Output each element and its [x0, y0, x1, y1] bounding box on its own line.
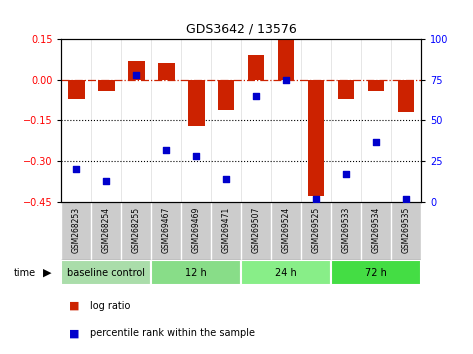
Point	[342, 171, 350, 177]
Text: 24 h: 24 h	[275, 268, 297, 278]
Bar	[218, 80, 235, 109]
Text: GSM269471: GSM269471	[222, 206, 231, 253]
Point	[253, 93, 260, 99]
Text: GSM268253: GSM268253	[72, 206, 81, 252]
Bar	[188, 80, 204, 126]
Point	[132, 72, 140, 78]
Bar	[151, 260, 241, 285]
Text: time: time	[14, 268, 36, 278]
Point	[193, 153, 200, 159]
Point	[372, 139, 380, 144]
Text: GSM269535: GSM269535	[402, 206, 411, 253]
Point	[312, 196, 320, 201]
Bar	[398, 80, 414, 112]
Bar	[98, 80, 114, 91]
Text: GSM268254: GSM268254	[102, 206, 111, 252]
Bar	[308, 80, 324, 196]
Point	[222, 176, 230, 182]
Point	[282, 77, 290, 82]
Text: GSM269524: GSM269524	[281, 206, 291, 253]
Text: log ratio: log ratio	[90, 301, 131, 311]
Point	[73, 166, 80, 172]
Text: GSM269467: GSM269467	[162, 206, 171, 253]
Text: GSM268255: GSM268255	[132, 206, 141, 252]
Text: GSM269534: GSM269534	[371, 206, 381, 253]
Text: ▶: ▶	[43, 268, 51, 278]
Text: GSM269469: GSM269469	[192, 206, 201, 253]
Bar	[368, 80, 384, 91]
Bar	[61, 260, 151, 285]
Bar	[278, 39, 294, 80]
Bar	[128, 61, 145, 80]
Text: ■: ■	[69, 328, 79, 338]
Text: GSM269533: GSM269533	[342, 206, 350, 253]
Text: GSM269507: GSM269507	[252, 206, 261, 253]
Bar	[338, 80, 354, 99]
Text: baseline control: baseline control	[68, 268, 145, 278]
Bar	[158, 63, 175, 80]
Point	[163, 147, 170, 153]
Bar	[331, 260, 421, 285]
Text: ■: ■	[69, 301, 79, 311]
Text: percentile rank within the sample: percentile rank within the sample	[90, 328, 255, 338]
Text: 12 h: 12 h	[185, 268, 207, 278]
Text: GSM269525: GSM269525	[312, 206, 321, 253]
Bar	[68, 80, 85, 99]
Bar	[241, 260, 331, 285]
Bar	[248, 55, 264, 80]
Text: GDS3642 / 13576: GDS3642 / 13576	[186, 22, 297, 35]
Point	[402, 196, 410, 201]
Point	[103, 178, 110, 183]
Text: 72 h: 72 h	[365, 268, 387, 278]
